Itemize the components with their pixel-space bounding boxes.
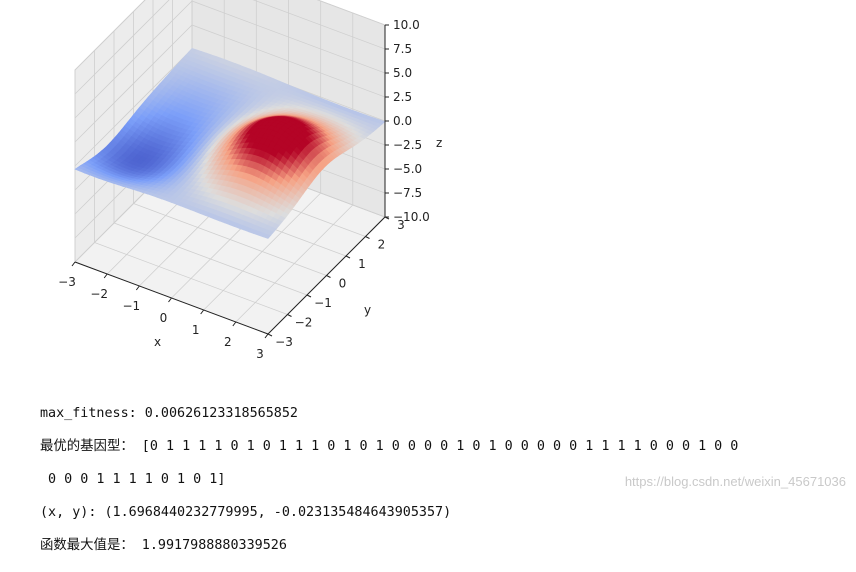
- x-tick-mark: [201, 310, 204, 314]
- y-tick-mark: [346, 256, 350, 258]
- x-tick-mark: [169, 298, 172, 302]
- x-tick-mark: [136, 286, 139, 290]
- y-tick-label: 1: [358, 257, 366, 271]
- x-tick-label: −2: [90, 287, 108, 301]
- y-tick-label: −1: [314, 296, 332, 310]
- y-tick-label: −2: [295, 316, 313, 330]
- z-tick-label: 2.5: [393, 90, 412, 104]
- x-tick-label: −1: [122, 299, 140, 313]
- x-tick-mark: [72, 262, 75, 266]
- y-tick-mark: [327, 276, 331, 278]
- x-tick-label: 2: [224, 335, 232, 349]
- z-axis-label: z: [436, 136, 442, 150]
- z-tick-label: 5.0: [393, 66, 412, 80]
- x-tick-mark: [265, 334, 268, 338]
- y-tick-label: 2: [378, 238, 386, 252]
- z-tick-label: 7.5: [393, 42, 412, 56]
- x-tick-mark: [233, 322, 236, 326]
- x-tick-label: 1: [192, 323, 200, 337]
- x-tick-label: −3: [58, 275, 76, 289]
- max-value-line: 函数最大值是： 1.9917988880339526: [40, 538, 850, 555]
- z-tick-label: −7.5: [393, 186, 422, 200]
- x-tick-label: 0: [160, 311, 168, 325]
- x-axis-label: x: [154, 335, 161, 349]
- z-tick-label: −2.5: [393, 138, 422, 152]
- x-tick-label: 3: [256, 347, 264, 361]
- z-tick-label: −5.0: [393, 162, 422, 176]
- x-tick-mark: [104, 274, 107, 278]
- y-tick-mark: [366, 237, 370, 239]
- y-tick-mark: [288, 315, 292, 317]
- y-axis-label: y: [364, 303, 371, 317]
- surface-3d-chart: −3−2−10123−3−2−10123−10.0−7.5−5.0−2.50.0…: [0, 0, 500, 385]
- z-tick-label: 10.0: [393, 18, 420, 32]
- watermark: https://blog.csdn.net/weixin_45671036: [625, 474, 846, 489]
- best-genotype-line: 最优的基因型： [0 1 1 1 1 0 1 0 1 1 1 0 1 0 1 0…: [40, 439, 850, 456]
- y-tick-mark: [268, 334, 272, 336]
- y-tick-label: −3: [275, 335, 293, 349]
- max-fitness-line: max_fitness: 0.00626123318565852: [40, 406, 850, 423]
- y-tick-mark: [307, 295, 311, 297]
- z-tick-label: −10.0: [393, 210, 430, 224]
- y-tick-label: 0: [339, 277, 347, 291]
- z-tick-label: 0.0: [393, 114, 412, 128]
- xy-result-line: (x, y): (1.6968440232779995, -0.02313548…: [40, 505, 850, 522]
